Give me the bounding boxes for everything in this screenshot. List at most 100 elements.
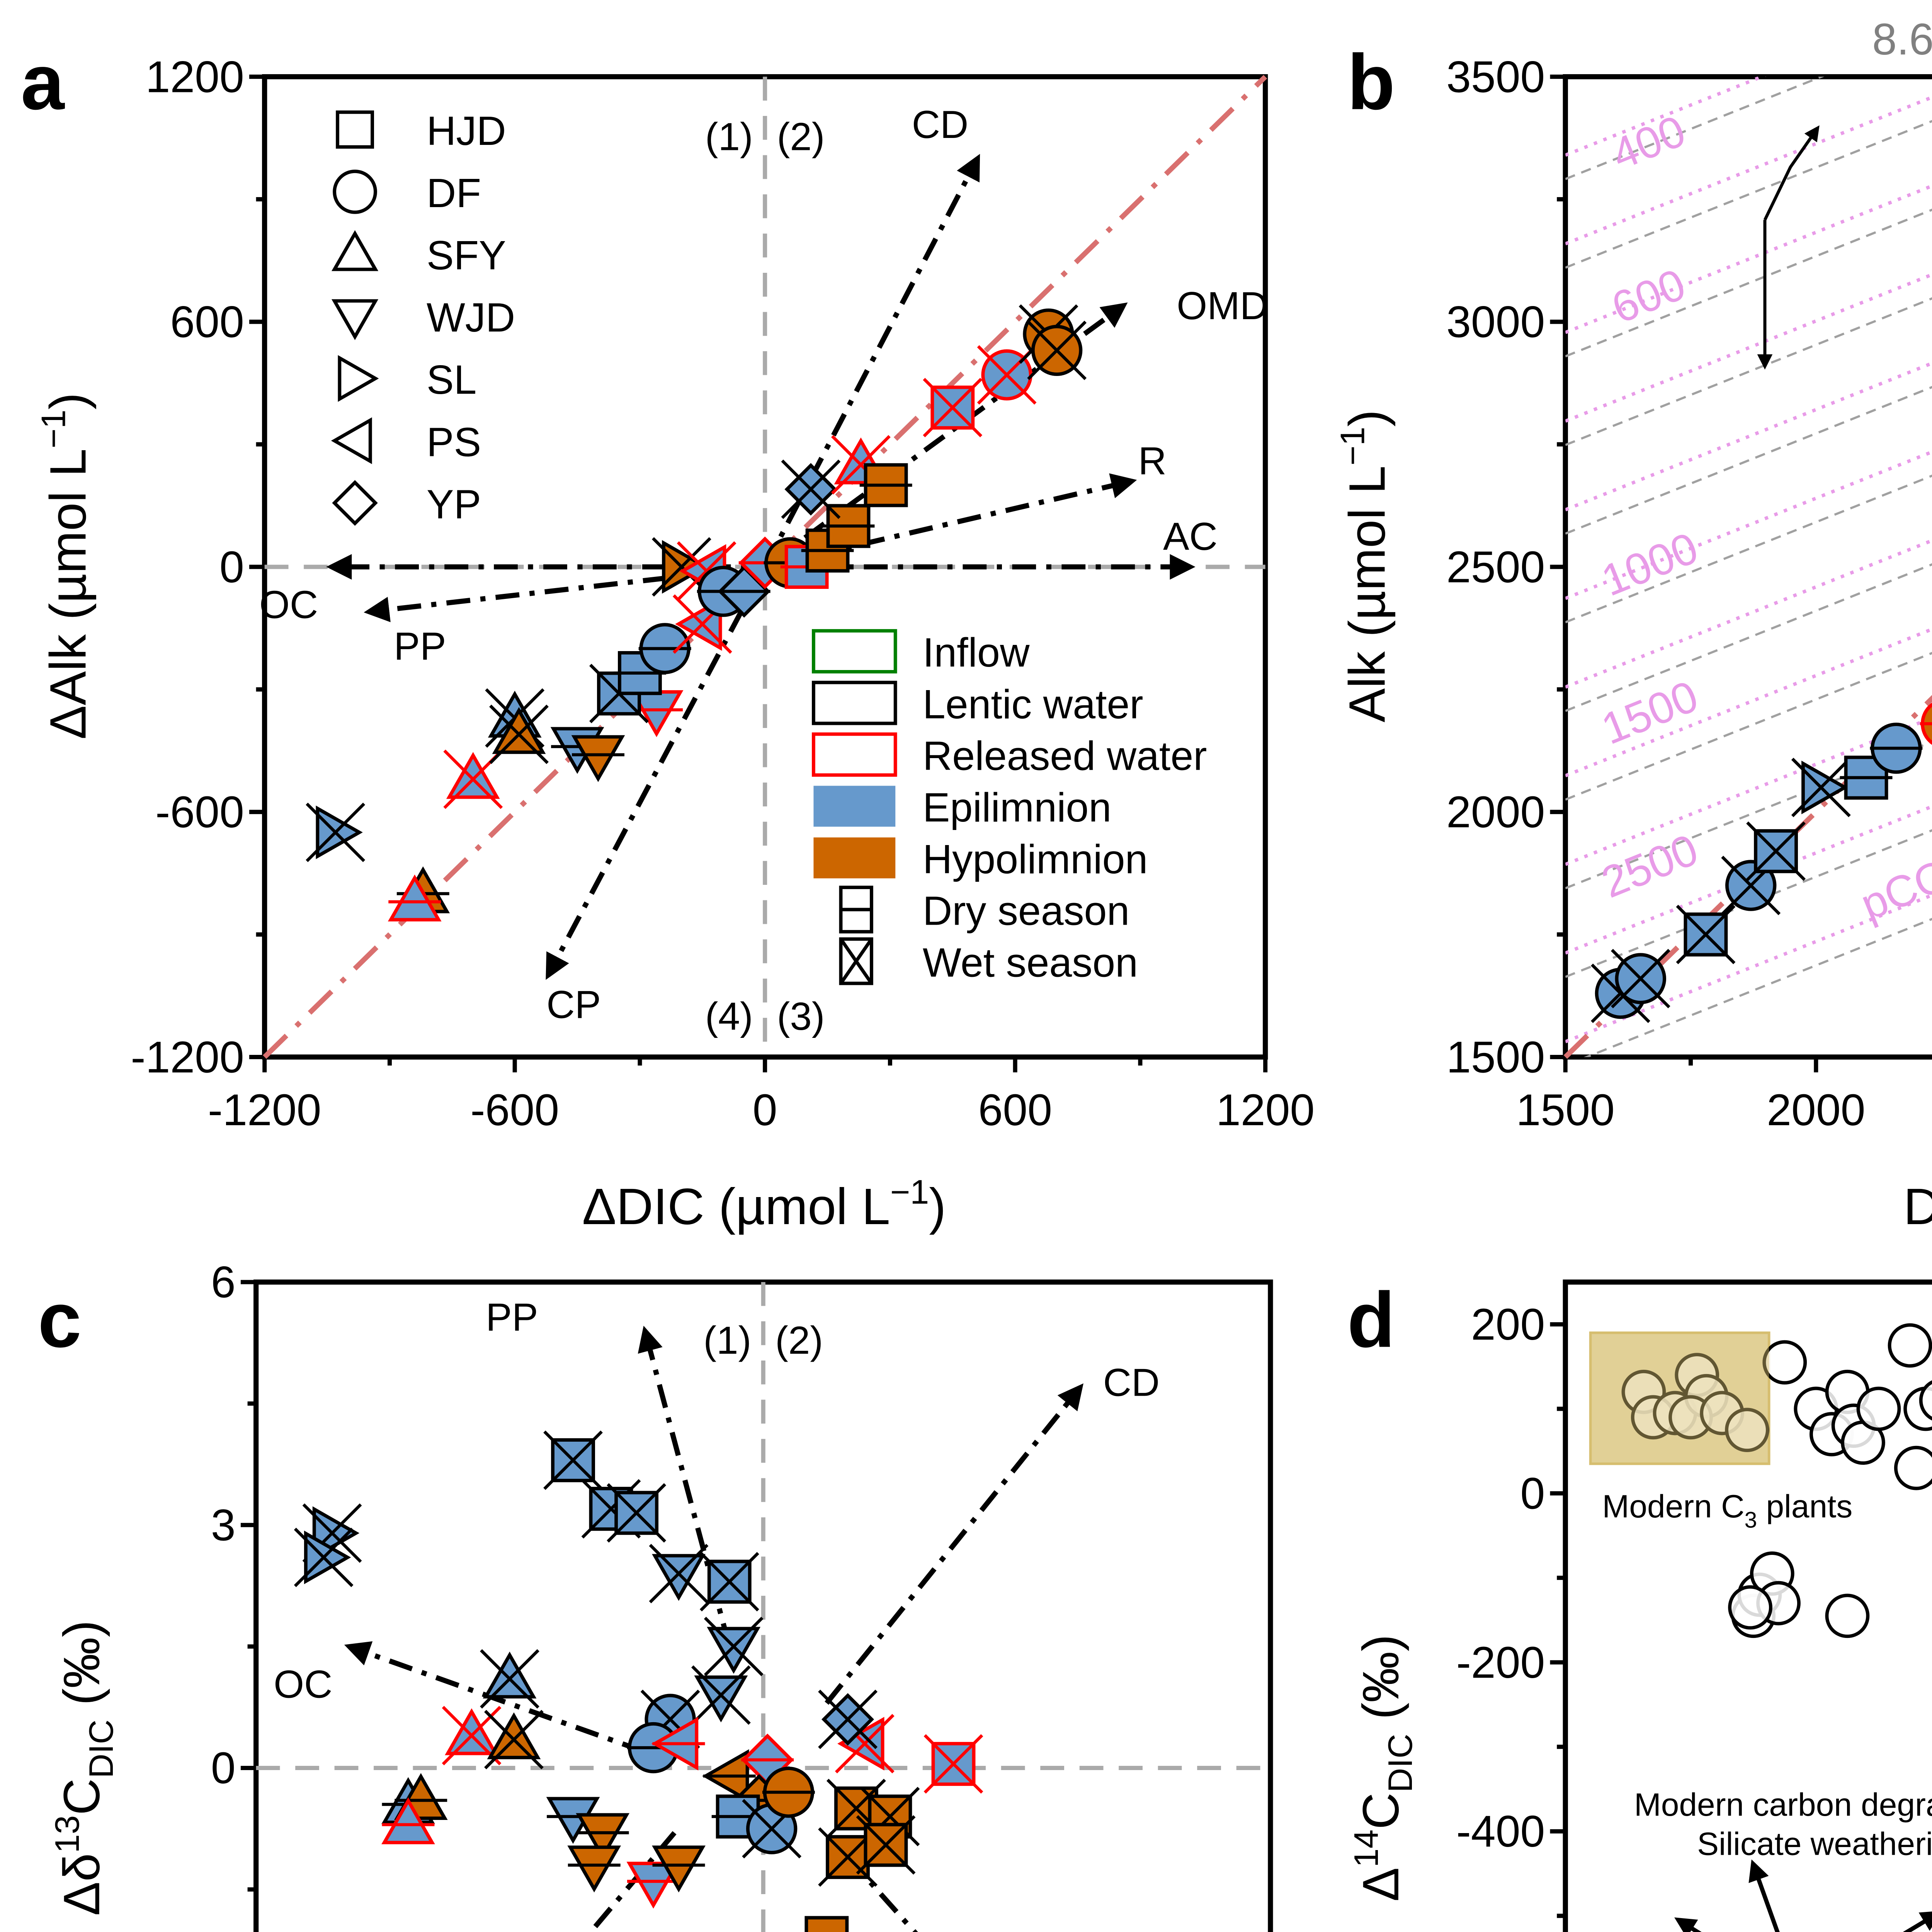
data-point-df	[1920, 702, 1932, 745]
marker-shape	[662, 540, 709, 594]
marker-shape	[576, 1813, 629, 1860]
process-label-r: R	[1138, 439, 1167, 483]
pco2-label: 400	[1605, 106, 1692, 179]
marker-shape	[388, 874, 442, 922]
y-tick-label: 600	[170, 298, 244, 347]
marker-shape	[571, 735, 625, 782]
plot-frame-d	[1563, 1279, 1932, 1932]
legend-marker-yp	[332, 480, 378, 526]
marker-shape	[1801, 760, 1849, 815]
wet-season-cross	[649, 1544, 709, 1604]
global-river-point	[1919, 1380, 1932, 1421]
legend-marker-sfy	[332, 230, 379, 271]
wet-season-cross	[543, 1430, 603, 1490]
region-label-c3: Modern C3 plants	[1602, 1488, 1853, 1532]
ph-isoline	[1583, 918, 1932, 1057]
marker-shape	[316, 805, 363, 859]
data-point-hjd	[1746, 821, 1806, 881]
process-label-cd: CD	[1103, 1360, 1160, 1404]
legend-marker-ps	[331, 417, 372, 464]
type-legend: Inflow Lentic water Released water Epilimni…	[812, 629, 1207, 985]
ph-isoline	[1565, 386, 1932, 535]
data-point-hjd	[543, 1430, 603, 1490]
x-tick-label: -600	[470, 1085, 559, 1135]
wet-season-cross	[691, 1665, 751, 1725]
pco2-label: 1000	[1595, 523, 1705, 605]
region-overlay	[1590, 1333, 1769, 1464]
y-tick-label: 3	[211, 1500, 236, 1550]
legend-label-ps: PS	[427, 419, 481, 465]
data-point-wjd	[704, 1617, 764, 1677]
global-river-point	[1888, 1323, 1932, 1368]
marker-shape	[626, 1862, 680, 1909]
data-point-sfy	[484, 1710, 544, 1770]
y-tick-label: 200	[1471, 1300, 1545, 1349]
wet-season-cross	[856, 1815, 916, 1875]
quadrant-label-2: (2)	[775, 1318, 823, 1362]
wet-season-cross	[294, 1527, 354, 1587]
legend-marker-hjd	[336, 110, 374, 149]
process-label-ac: AC	[1163, 514, 1218, 558]
global-river-point	[1856, 1386, 1901, 1431]
wet-season-cross	[480, 1649, 539, 1709]
data-point-df	[1870, 723, 1923, 774]
wet-season-cross	[1027, 320, 1087, 380]
y-tick-label: 1200	[146, 52, 244, 102]
y-tick-label: -200	[1456, 1638, 1545, 1687]
legend-label-wjd: WJD	[427, 295, 515, 340]
legend-label-df: DF	[427, 170, 481, 216]
marker-shape	[707, 1627, 761, 1674]
data-point-wjd	[626, 1862, 680, 1909]
data-point-hjd	[856, 1815, 916, 1875]
marker-shape	[445, 1708, 498, 1755]
process-label-cd: CD	[912, 102, 969, 146]
data-point-wjd	[691, 1665, 751, 1725]
y-tick-label: 0	[211, 1743, 236, 1793]
y-tick-label: 2500	[1446, 543, 1545, 592]
quadrant-label-1: (1)	[703, 1318, 751, 1362]
wet-season-cross	[835, 1714, 895, 1774]
marker-shape	[652, 1845, 706, 1893]
marker-shape	[483, 1651, 537, 1699]
panel-c: -1000-50005001000-6-3036PPCDOCCPOMD(1)(2…	[211, 1258, 1273, 1932]
y-tick-label: 0	[1520, 1469, 1545, 1518]
wet-season-cross	[818, 1689, 878, 1749]
data-point-hjd	[923, 378, 983, 437]
process-arrow-oc	[344, 1641, 646, 1754]
legend-swatch	[812, 629, 897, 673]
legend-swatch	[812, 680, 897, 725]
x-tick-label: -1200	[208, 1085, 321, 1135]
panel-label-c: c	[38, 1276, 82, 1364]
panel-a-ylabel: ΔAlk (µmol L−1)	[34, 393, 97, 740]
data-point-sfy	[381, 1797, 435, 1844]
wet-season-cross	[651, 537, 711, 597]
process-label-oc: OC	[274, 1662, 332, 1706]
legend-season-box	[839, 937, 873, 985]
ph-isoline	[1565, 474, 1932, 624]
ph-isoline	[1565, 563, 1932, 712]
process-arrow-cp	[587, 1831, 677, 1932]
y-tick-label: 0	[219, 543, 244, 592]
pco2-label: 600	[1605, 259, 1692, 333]
data-point-wjd	[576, 1813, 629, 1860]
legend-label: Hypolimnion	[923, 837, 1148, 882]
legend-swatch	[813, 786, 896, 827]
wet-season-cross	[489, 704, 549, 764]
legend-label-yp: YP	[427, 481, 481, 527]
legend-marker-wjd	[332, 299, 379, 340]
data-point-sl	[1791, 757, 1851, 817]
marker-shape	[492, 707, 546, 754]
legend-marker-df	[333, 170, 377, 214]
x-tick-label: 2000	[1767, 1085, 1865, 1135]
wet-season-cross	[581, 1479, 641, 1539]
ph-isoline	[1565, 120, 1932, 269]
data-point-hjd	[607, 1483, 667, 1543]
data-point-wjd	[571, 735, 625, 782]
wet-season-cross	[1611, 949, 1670, 1009]
wet-season-cross	[923, 1734, 983, 1794]
data-point-df	[1611, 949, 1670, 1009]
x-tick-label: 0	[753, 1085, 777, 1135]
panel-b: 1500200025003000350015002000250030003500…	[1446, 15, 1932, 1135]
legend-wet-cross	[839, 938, 873, 985]
global-river-point	[1728, 1585, 1772, 1630]
